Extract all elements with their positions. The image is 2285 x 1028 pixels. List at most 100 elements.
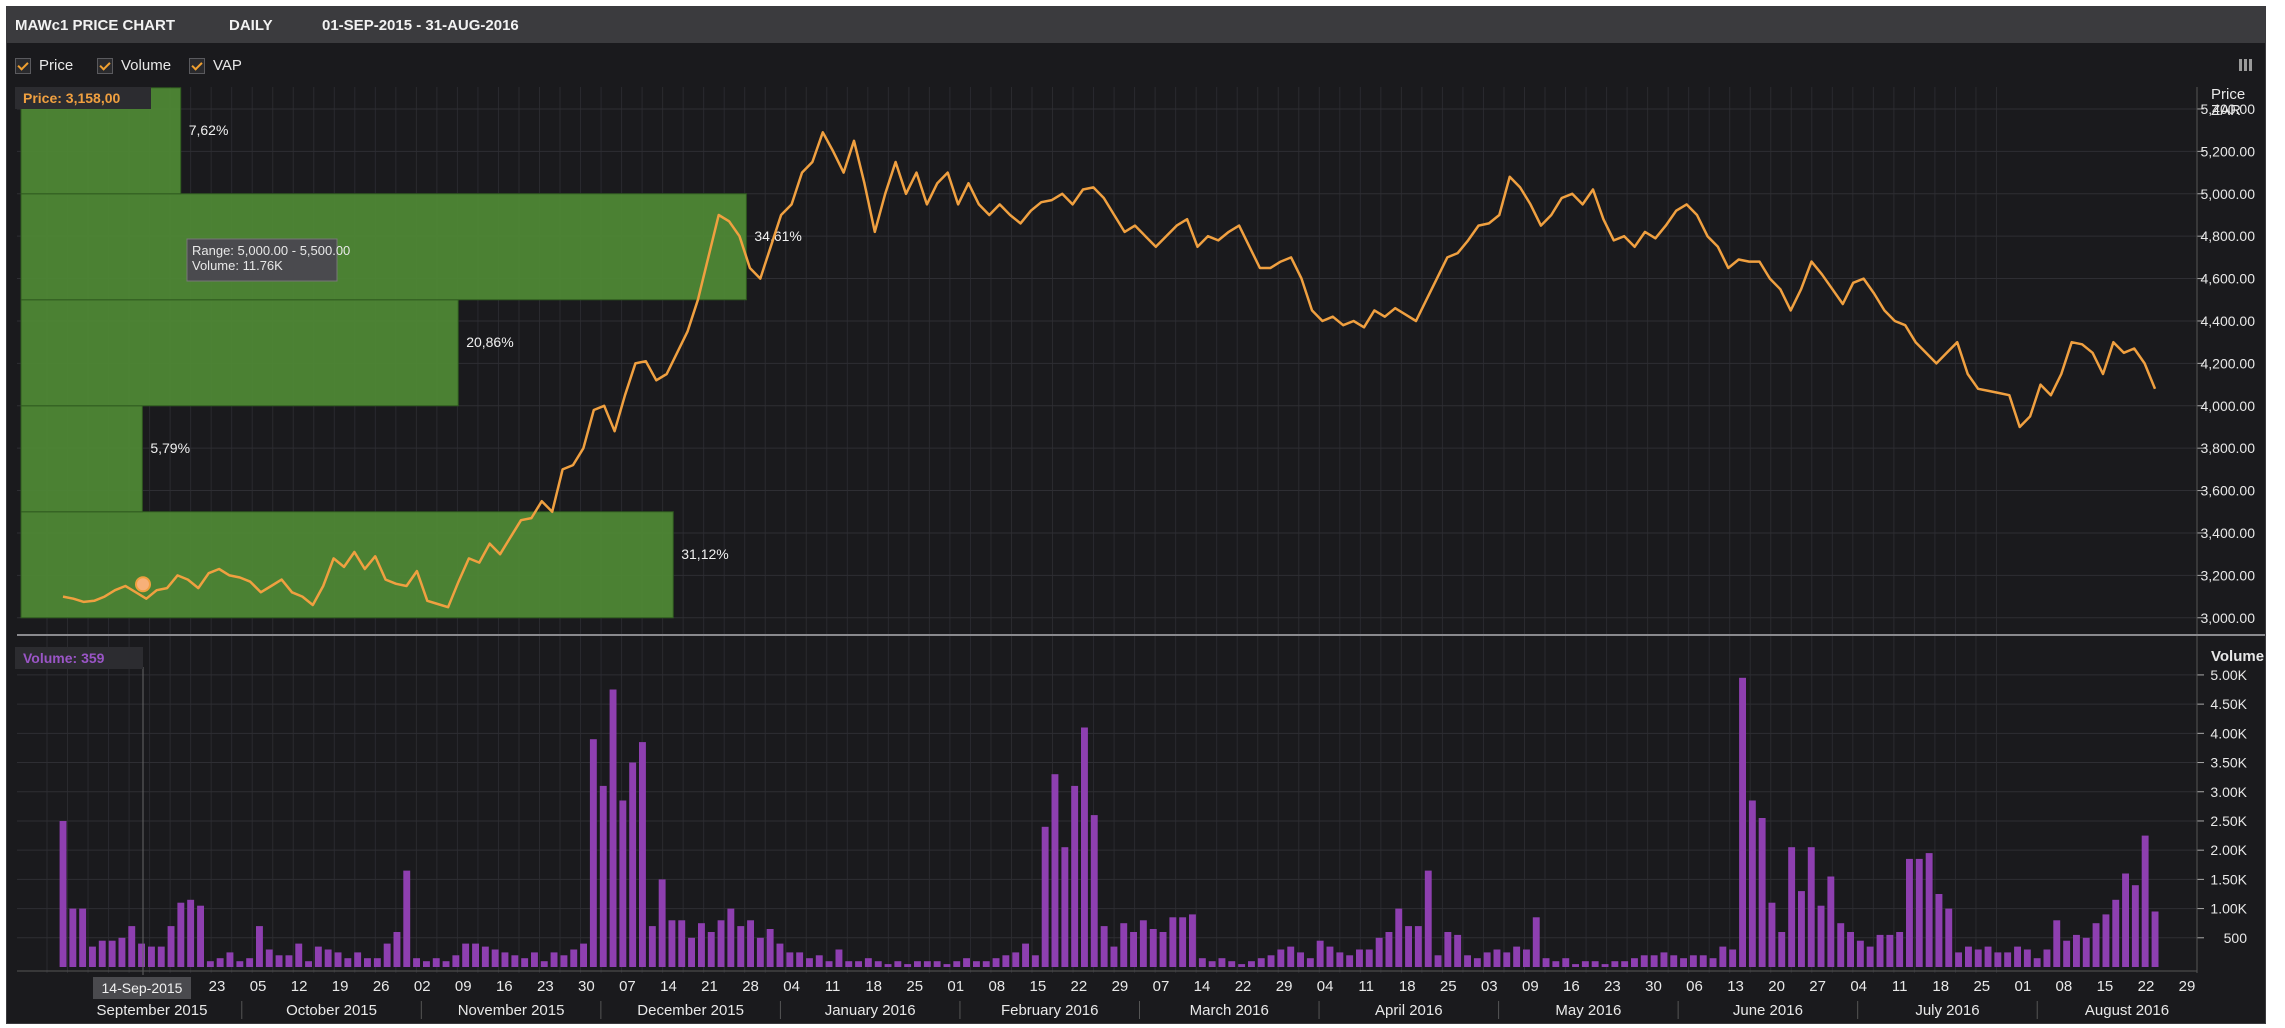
day-tick-label: 11	[1358, 978, 1374, 995]
volume-bar	[118, 937, 126, 967]
volume-bar	[1238, 964, 1246, 967]
day-tick-label: 04	[1317, 978, 1334, 995]
volume-bar	[894, 961, 902, 967]
price-tick-label: 3,200.00	[2201, 567, 2256, 583]
volume-bar	[177, 902, 185, 967]
volume-bar	[226, 952, 234, 967]
volume-tick-label: 1.50K	[2210, 871, 2247, 887]
volume-bar	[1071, 785, 1079, 967]
volume-bar	[1935, 894, 1943, 967]
day-tick-label: 25	[906, 978, 923, 995]
vap-checkbox[interactable]	[189, 57, 205, 74]
day-tick-label: 13	[1727, 978, 1744, 995]
volume-tick-label: 2.50K	[2210, 813, 2247, 829]
price-marker	[135, 576, 151, 593]
volume-bar	[344, 958, 352, 967]
day-tick-label: 04	[783, 978, 800, 995]
volume-bar	[364, 958, 371, 967]
volume-bar	[1198, 958, 1206, 967]
volume-bar	[2004, 952, 2012, 967]
day-tick-label: 03	[1481, 978, 1498, 995]
volume-toggle[interactable]: Volume	[97, 57, 171, 74]
volume-bar	[953, 961, 961, 967]
volume-bar	[1002, 955, 1010, 967]
day-tick-label: 18	[865, 978, 882, 995]
vap-bar	[20, 299, 459, 407]
volume-bar	[334, 952, 342, 967]
volume-axis-title: Volume	[2211, 648, 2264, 665]
volume-bar	[89, 946, 96, 967]
price-toggle[interactable]: Price	[15, 57, 73, 74]
volume-bar	[393, 932, 401, 967]
day-tick-label: 27	[1809, 978, 1826, 995]
volume-bar	[1257, 958, 1265, 967]
options-bar: Price Volume VAP	[7, 43, 2265, 87]
volume-bar	[1179, 917, 1187, 967]
day-tick-label: 29	[2179, 978, 2196, 995]
volume-bar	[845, 961, 853, 967]
volume-bar	[2033, 958, 2041, 967]
volume-bar	[1149, 929, 1157, 967]
grid-menu-icon[interactable]	[2239, 59, 2253, 71]
volume-bar	[668, 920, 676, 967]
volume-bar	[1768, 902, 1776, 967]
volume-bar	[481, 946, 489, 967]
volume-bar	[943, 964, 951, 967]
volume-bar	[707, 932, 715, 967]
volume-bar	[1051, 774, 1059, 967]
volume-bar	[403, 870, 411, 967]
volume-bar	[1267, 955, 1275, 967]
volume-bar	[933, 961, 941, 967]
volume-bar	[727, 908, 735, 967]
day-tick-label: 18	[1932, 978, 1949, 995]
volume-bar	[1287, 946, 1295, 967]
price-checkbox[interactable]	[15, 57, 31, 74]
volume-bar	[462, 943, 470, 967]
volume-bar	[540, 961, 548, 967]
day-tick-label: 06	[1686, 978, 1703, 995]
day-tick-label: 21	[701, 978, 718, 995]
month-label: April 2016	[1375, 1002, 1443, 1019]
vap-toggle[interactable]: VAP	[189, 57, 242, 74]
volume-bar	[1798, 891, 1805, 967]
price-tick-label: 4,800.00	[2201, 228, 2256, 244]
volume-bar	[1699, 955, 1707, 967]
volume-bar	[1395, 908, 1403, 967]
crosshair-date: 14-Sep-2015	[102, 980, 183, 996]
price-tick-label: 4,600.00	[2201, 271, 2256, 287]
day-tick-label: 14	[1194, 978, 1211, 995]
volume-bar	[1758, 818, 1766, 967]
volume-bar	[570, 949, 578, 967]
volume-bar	[2023, 949, 2031, 967]
volume-bar	[383, 943, 391, 967]
day-tick-label: 08	[2056, 978, 2073, 995]
volume-bar	[1493, 949, 1501, 967]
volume-bar	[1817, 905, 1825, 967]
volume-bar	[1709, 958, 1717, 967]
volume-bar	[1444, 932, 1452, 967]
day-tick-label: 09	[455, 978, 472, 995]
volume-bar	[1130, 932, 1137, 967]
volume-bar	[1729, 949, 1737, 967]
price-tick-label: 4,200.00	[2201, 355, 2256, 371]
volume-bar	[786, 952, 794, 967]
vap-bar	[20, 511, 674, 619]
volume-bar	[1621, 961, 1629, 967]
volume-bar	[275, 955, 283, 967]
volume-bar	[1807, 847, 1815, 967]
volume-checkbox[interactable]	[97, 57, 113, 74]
price-tick-label: 5,400.00	[2201, 101, 2256, 117]
volume-bar	[148, 946, 155, 967]
day-tick-label: 22	[2138, 978, 2155, 995]
day-tick-label: 16	[1563, 978, 1580, 995]
vap-label: 34,61%	[754, 228, 801, 244]
volume-bar	[246, 958, 254, 967]
volume-bar	[1454, 934, 1462, 967]
volume-bar	[1139, 920, 1147, 967]
volume-bar	[982, 961, 990, 967]
volume-bar	[747, 920, 754, 967]
volume-bar	[69, 908, 77, 967]
volume-bar	[1513, 946, 1521, 967]
day-tick-label: 23	[209, 978, 226, 995]
month-label: March 2016	[1190, 1002, 1269, 1019]
